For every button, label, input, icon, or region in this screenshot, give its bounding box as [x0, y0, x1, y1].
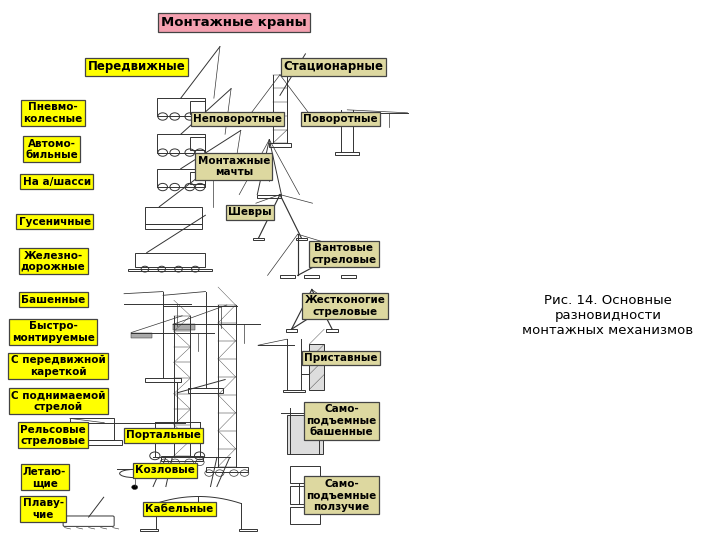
Bar [205, 467, 248, 472]
Text: Рельсовые
стреловые: Рельсовые стреловые [20, 424, 86, 446]
Bar [269, 144, 291, 147]
Bar [63, 440, 122, 445]
Bar [190, 172, 205, 184]
Text: С передвижной
кареткой: С передвижной кареткой [11, 355, 106, 377]
Text: Автомо-
бильные: Автомо- бильные [25, 139, 78, 160]
Text: Поворотные: Поворотные [303, 114, 377, 124]
Bar [279, 275, 294, 278]
Text: Башенные: Башенные [21, 295, 86, 305]
Bar [286, 329, 297, 332]
Text: Само-
подъемные
башенные: Само- подъемные башенные [307, 404, 377, 437]
Text: Быстро-
монтируемые: Быстро- монтируемые [12, 321, 94, 343]
Text: Стационарные: Стационарные [284, 60, 384, 73]
Bar [157, 98, 205, 117]
Text: Неповоротные: Неповоротные [193, 114, 282, 124]
Bar [239, 529, 257, 531]
Text: Летаю-
щие: Летаю- щие [23, 467, 66, 488]
Text: Приставные: Приставные [304, 353, 378, 363]
Bar [188, 388, 223, 393]
Bar [157, 168, 205, 187]
Bar [190, 137, 205, 150]
Bar [304, 275, 319, 278]
Bar [336, 152, 359, 155]
Bar [309, 344, 324, 389]
Bar [190, 101, 205, 114]
Text: Рис. 14. Основные
разновидности
монтажных механизмов: Рис. 14. Основные разновидности монтажны… [523, 294, 693, 338]
Text: Гусеничные: Гусеничные [19, 217, 91, 226]
Text: С поднимаемой
стрелой: С поднимаемой стрелой [11, 390, 105, 411]
Bar [173, 325, 194, 330]
Text: Передвижные: Передвижные [88, 60, 186, 73]
Text: Шевры: Шевры [228, 207, 272, 218]
Bar [131, 333, 151, 338]
Circle shape [132, 485, 138, 490]
Text: Портальные: Портальные [126, 430, 201, 440]
Bar [157, 134, 205, 153]
Bar [341, 275, 356, 278]
Bar [140, 529, 158, 531]
Bar [295, 238, 307, 240]
Text: Козловые: Козловые [135, 465, 195, 475]
Bar [253, 238, 264, 240]
Bar [289, 507, 320, 524]
Bar [289, 486, 320, 504]
Text: Плаву-
чие: Плаву- чие [23, 498, 64, 520]
Text: Монтажные
мачты: Монтажные мачты [198, 156, 270, 177]
Bar [128, 269, 212, 271]
Text: Само-
подъемные
ползучие: Само- подъемные ползучие [307, 478, 377, 512]
Bar [289, 465, 320, 483]
Bar [257, 194, 282, 198]
Bar [145, 207, 202, 224]
Bar [161, 456, 204, 461]
Bar [326, 329, 338, 332]
Bar [145, 377, 181, 382]
Text: Монтажные краны: Монтажные краны [161, 16, 307, 29]
Bar [287, 415, 323, 454]
Text: Кабельные: Кабельные [145, 504, 213, 514]
Bar [135, 253, 205, 267]
Bar [70, 418, 114, 440]
Bar [145, 224, 202, 228]
Text: Пневмо-
колесные: Пневмо- колесные [24, 102, 83, 124]
Text: Железно-
дорожные: Железно- дорожные [21, 251, 86, 272]
Bar [283, 389, 305, 393]
Text: Жестконогие
стреловые: Жестконогие стреловые [305, 295, 386, 317]
Text: На а/шасси: На а/шасси [23, 177, 91, 187]
Text: Вантовые
стреловые: Вантовые стреловые [311, 243, 377, 265]
